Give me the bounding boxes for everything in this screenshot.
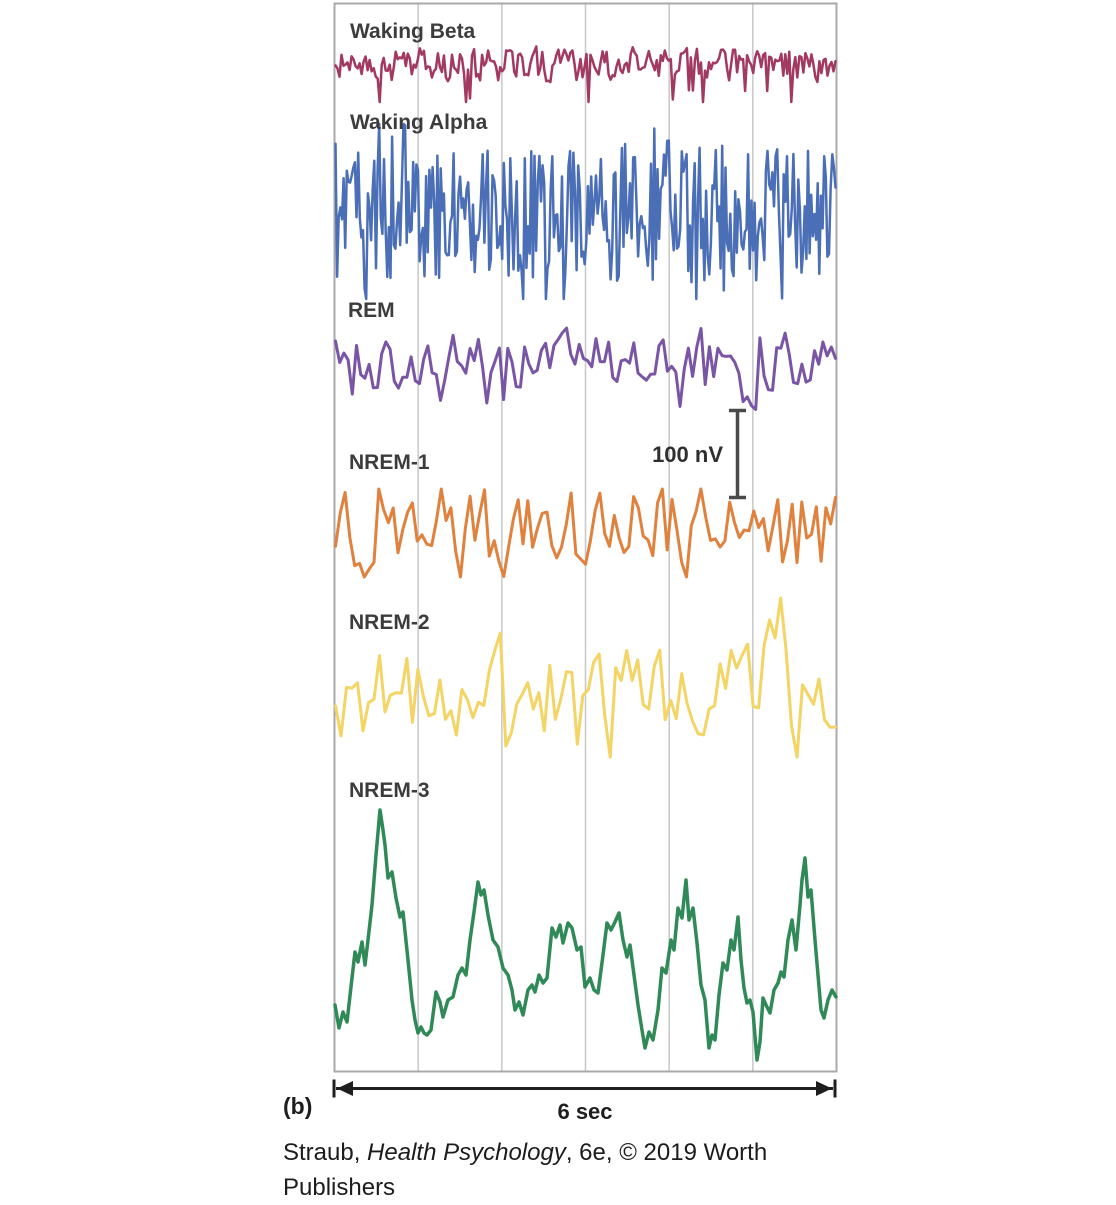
attribution-pre: Straub, [283, 1139, 368, 1166]
plot-grid [333, 2, 838, 1073]
trace-label-waking-beta: Waking Beta [350, 20, 476, 43]
trace-label-nrem-3: NREM-3 [349, 779, 430, 802]
waveform-waking-beta [334, 45, 837, 104]
waveform-nrem-2 [334, 596, 837, 759]
panel-label: (b) [283, 1093, 313, 1119]
attribution: Straub, Health Psychology, 6e, © 2019 Wo… [283, 1135, 863, 1205]
waveforms [333, 45, 838, 1062]
trace-label-nrem-1: NREM-1 [349, 451, 430, 474]
attribution-post: , 6e, © 2019 Worth Publishers [283, 1139, 768, 1201]
waveform-waking-alpha [334, 122, 837, 301]
trace-label-nrem-2: NREM-2 [349, 611, 430, 634]
waveform-nrem-3 [333, 808, 838, 1062]
plot-border [333, 2, 838, 1073]
time-axis-label: 6 sec [557, 1099, 613, 1124]
trace-label-rem: REM [348, 299, 395, 322]
trace-label-waking-alpha: Waking Alpha [350, 111, 488, 134]
waveform-nrem-1 [334, 487, 837, 579]
waveform-rem [334, 326, 837, 411]
scale-bar-label: 100 nV [652, 442, 723, 467]
voltage-scale-bar [729, 408, 746, 500]
time-arrow-right-head [816, 1081, 832, 1096]
time-arrow-left-head [337, 1081, 353, 1096]
attribution-book-title: Health Psychology [367, 1139, 566, 1166]
time-axis-arrow [332, 1079, 837, 1098]
